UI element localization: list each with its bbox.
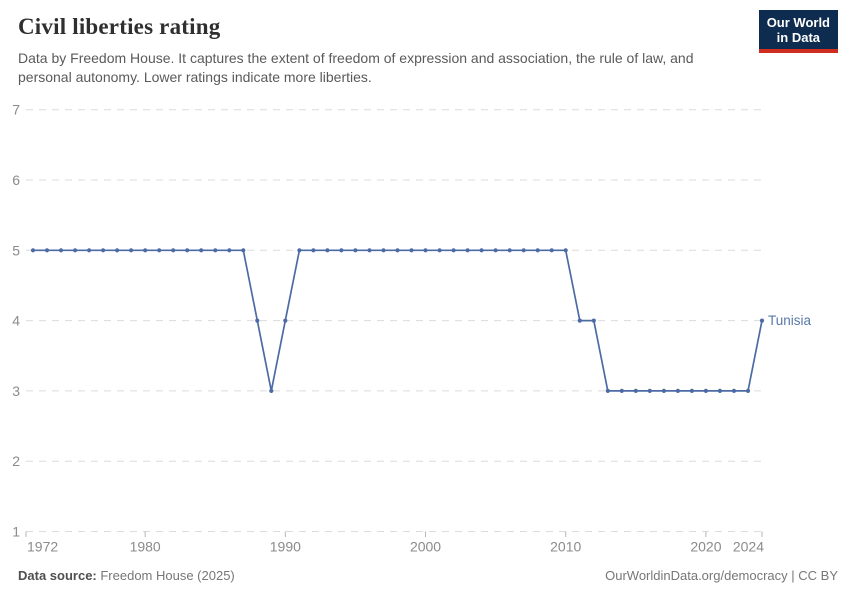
footer-source: Data source: Freedom House (2025) (18, 568, 235, 583)
data-point[interactable] (619, 388, 624, 393)
x-axis-label: 1990 (270, 539, 301, 555)
data-point[interactable] (255, 318, 260, 323)
owid-logo[interactable]: Our World in Data (758, 10, 838, 53)
footer-source-value: Freedom House (2025) (96, 568, 235, 583)
data-point[interactable] (185, 248, 190, 253)
data-point[interactable] (759, 318, 765, 323)
y-axis-label: 1 (12, 524, 20, 540)
data-point[interactable] (395, 248, 400, 253)
data-point[interactable] (367, 248, 372, 253)
data-point[interactable] (87, 248, 92, 253)
data-point[interactable] (269, 388, 274, 393)
data-point[interactable] (703, 388, 709, 393)
series-label: Tunisia (768, 313, 812, 328)
data-point[interactable] (647, 388, 652, 393)
subtitle-line-2: personal autonomy. Lower ratings indicat… (18, 69, 372, 85)
page-title: Civil liberties rating (18, 14, 221, 39)
data-point[interactable] (171, 248, 176, 253)
chart-header: Civil liberties rating Data by Freedom H… (18, 14, 694, 87)
y-axis-label: 7 (12, 102, 20, 118)
data-point[interactable] (465, 248, 470, 253)
data-point[interactable] (129, 248, 134, 253)
page-subtitle: Data by Freedom House. It captures the e… (18, 49, 694, 87)
data-point[interactable] (731, 388, 737, 393)
data-point[interactable] (283, 318, 288, 323)
owid-logo-line-1: Our World (766, 15, 830, 30)
data-point[interactable] (563, 248, 568, 253)
data-point[interactable] (58, 248, 64, 253)
data-point[interactable] (661, 388, 667, 393)
y-axis-label: 3 (12, 383, 20, 399)
data-point[interactable] (297, 248, 302, 253)
data-point[interactable] (353, 248, 358, 253)
data-point[interactable] (745, 388, 751, 393)
footer-link[interactable]: OurWorldinData.org/democracy | CC BY (605, 568, 838, 583)
data-point[interactable] (115, 248, 120, 253)
owid-logo-line-2: in Data (776, 30, 821, 45)
data-point[interactable] (549, 248, 554, 253)
data-point[interactable] (493, 248, 498, 253)
data-point[interactable] (479, 248, 484, 253)
data-point[interactable] (143, 248, 148, 253)
x-axis-label: 1980 (130, 539, 161, 555)
data-point[interactable] (633, 388, 638, 393)
data-point[interactable] (689, 388, 695, 393)
data-point[interactable] (381, 248, 386, 253)
x-axis-label: 2000 (410, 539, 441, 555)
data-point[interactable] (591, 318, 596, 323)
data-point[interactable] (717, 388, 723, 393)
data-point[interactable] (311, 248, 316, 253)
data-point[interactable] (507, 248, 512, 253)
data-point[interactable] (241, 248, 246, 253)
data-point[interactable] (101, 248, 106, 253)
data-point[interactable] (423, 248, 428, 253)
x-axis-label: 2010 (550, 539, 581, 555)
data-point[interactable] (44, 248, 50, 253)
data-point[interactable] (605, 388, 610, 393)
data-point[interactable] (535, 248, 540, 253)
data-point[interactable] (157, 248, 162, 253)
footer-source-label: Data source: (18, 568, 97, 583)
data-point[interactable] (339, 248, 344, 253)
data-point[interactable] (437, 248, 442, 253)
data-point[interactable] (199, 248, 204, 253)
data-point[interactable] (325, 248, 330, 253)
data-point[interactable] (213, 248, 218, 253)
data-point[interactable] (451, 248, 456, 253)
data-point[interactable] (227, 248, 232, 253)
data-point[interactable] (577, 318, 582, 323)
data-point[interactable] (409, 248, 414, 253)
x-axis-label: 2024 (733, 539, 764, 555)
y-axis-label: 6 (12, 172, 20, 188)
data-point[interactable] (73, 248, 78, 253)
data-point[interactable] (521, 248, 526, 253)
subtitle-line-1: Data by Freedom House. It captures the e… (18, 50, 694, 66)
x-axis-label: 2020 (690, 539, 721, 555)
y-axis-label: 2 (12, 453, 20, 469)
y-axis-label: 5 (12, 242, 20, 258)
data-point[interactable] (675, 388, 681, 393)
y-axis-label: 4 (12, 313, 20, 329)
x-axis-label: 1972 (27, 539, 58, 555)
data-point[interactable] (30, 248, 36, 253)
